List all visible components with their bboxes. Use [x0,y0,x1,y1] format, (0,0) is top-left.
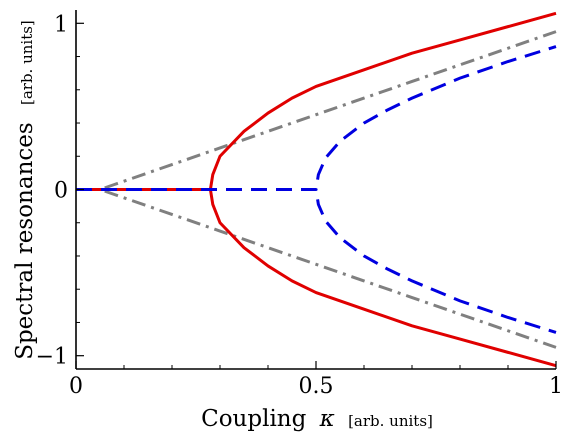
y-axis-unit: [arb. units] [18,20,36,105]
tick-labels: 0 0.5 110−1 [36,12,563,399]
y-axis-title: Spectral resonances [arb. units] [12,20,38,360]
series-3-upper-branch [76,45,557,191]
x-axis-symbol: κ [319,406,335,432]
x-axis-title: Coupling κ [arb. units] [201,406,433,432]
plot-curves [76,11,557,368]
x-axis-label: Coupling [201,406,307,432]
series-1-lower-branch [76,188,557,349]
series-2-upper-branch [76,11,557,191]
axes [75,10,557,370]
x-axis-unit: [arb. units] [348,412,433,430]
x-tick-label: 1 [549,374,563,399]
x-tick-label: 0.5 [299,374,334,399]
series-3-lower-branch [76,188,557,334]
y-tick-label: −1 [36,345,68,370]
y-tick-label: 1 [54,12,68,37]
y-axis-label: Spectral resonances [12,122,38,359]
y-tick-label: 0 [54,179,68,204]
series-1-upper-branch [76,30,557,191]
x-tick-label: 0 [69,374,83,399]
series-2-lower-branch [76,188,557,368]
